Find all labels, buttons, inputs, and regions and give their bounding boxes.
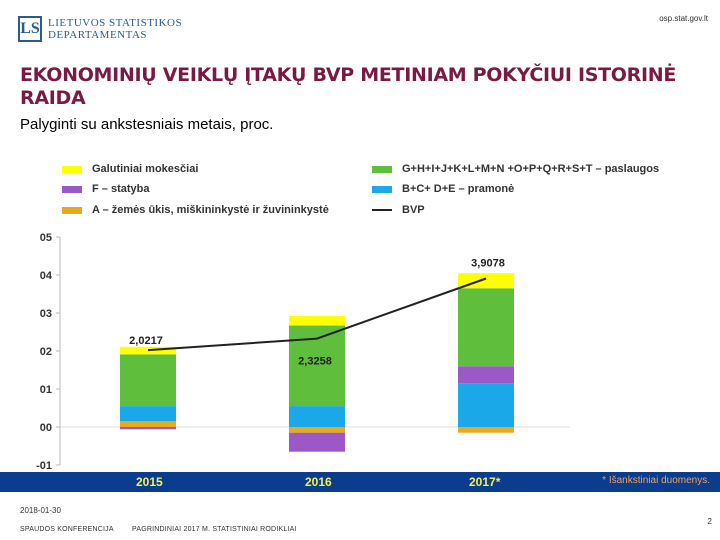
- slide-title: EKONOMINIŲ VEIKLŲ ĮTAKŲ BVP METINIAM POK…: [20, 64, 677, 109]
- legend-swatch-industry: [372, 185, 392, 193]
- legend-item-gdp: BVP: [372, 204, 425, 216]
- footer-left: SPAUDOS KONFERENCIJA: [20, 526, 114, 533]
- x-axis-band: 2015 2016 2017*: [0, 472, 720, 492]
- legend-label-industry: B+C+ D+E – pramonė: [402, 183, 515, 195]
- footer-date: 2018-01-30: [20, 506, 61, 515]
- data-label: 2,3258: [298, 356, 332, 368]
- y-tick-label: 03: [40, 308, 52, 320]
- bar-taxes: [120, 346, 176, 355]
- y-tick-label: 04: [40, 270, 53, 282]
- chart-legend: Galutiniai mokesčiai G+H+I+J+K+L+M+N +O+…: [60, 160, 720, 220]
- y-tick-label: 02: [40, 346, 52, 358]
- bar-construction: [120, 427, 176, 430]
- bar-construction: [289, 432, 345, 452]
- data-label: 3,9078: [471, 258, 505, 270]
- y-tick-label: 05: [40, 232, 52, 244]
- page-number: 2: [707, 517, 712, 526]
- slide-subtitle: Palyginti su ankstesniais metais, proc.: [20, 116, 274, 133]
- footer-middle: PAGRINDINIAI 2017 M. STATISTINIAI RODIKL…: [132, 526, 297, 533]
- legend-item-agriculture: A – žemės ūkis, miškininkystė ir žuvinin…: [62, 204, 329, 216]
- legend-label-construction: F – statyba: [92, 183, 150, 195]
- bar-services: [120, 354, 176, 407]
- logo-line-1: LIETUVOS STATISTIKOS: [48, 17, 183, 29]
- legend-item-construction: F – statyba: [62, 183, 149, 195]
- legend-label-gdp: BVP: [402, 204, 425, 216]
- legend-item-services: G+H+I+J+K+L+M+N +O+P+Q+R+S+T – paslaugos: [372, 163, 659, 175]
- x-tick-label: 2016: [305, 475, 332, 489]
- bar-services: [458, 288, 514, 367]
- legend-swatch-construction: [62, 185, 82, 193]
- logo-mark: LS: [18, 16, 42, 42]
- data-label: 2,0217: [129, 335, 163, 347]
- bar-taxes: [289, 316, 345, 326]
- gdp-line: [147, 277, 487, 352]
- logo-line-2: DEPARTAMENTAS: [48, 29, 148, 41]
- legend-label-taxes: Galutiniai mokesčiai: [92, 163, 199, 175]
- x-tick-label: 2017*: [469, 475, 501, 489]
- legend-swatch-gdp: [372, 209, 392, 211]
- legend-swatch-agriculture: [62, 206, 82, 214]
- legend-item-taxes: Galutiniai mokesčiai: [62, 163, 198, 175]
- y-tick-label: 01: [40, 384, 52, 396]
- bar-agriculture: [458, 427, 514, 433]
- y-tick-label: 00: [40, 422, 52, 434]
- legend-swatch-taxes: [62, 165, 82, 173]
- bar-industry: [120, 406, 176, 422]
- bar-industry: [458, 383, 514, 427]
- bar-agriculture: [120, 421, 176, 427]
- legend-item-industry: B+C+ D+E – pramonė: [372, 183, 514, 195]
- bar-construction: [458, 366, 514, 384]
- site-url[interactable]: osp.stat.gov.lt: [659, 14, 708, 23]
- legend-swatch-services: [372, 165, 392, 173]
- x-tick-label: 2015: [136, 475, 163, 489]
- bar-agriculture: [289, 427, 345, 433]
- bar-industry: [289, 406, 345, 427]
- legend-label-services: G+H+I+J+K+L+M+N +O+P+Q+R+S+T – paslaugos: [402, 163, 660, 175]
- legend-label-agriculture: A – žemės ūkis, miškininkystė ir žuvinin…: [92, 204, 329, 216]
- logo-text: LIETUVOS STATISTIKOS DEPARTAMENTAS: [48, 17, 182, 41]
- y-tick-label: -01: [36, 460, 52, 472]
- bar-chart: 05 04 03 02 01 00 -01 2,0217 2,3258 3,9078: [36, 232, 570, 472]
- footnote: * Išankstiniai duomenys.: [602, 475, 710, 486]
- logo: LS LIETUVOS STATISTIKOS DEPARTAMENTAS: [18, 16, 182, 42]
